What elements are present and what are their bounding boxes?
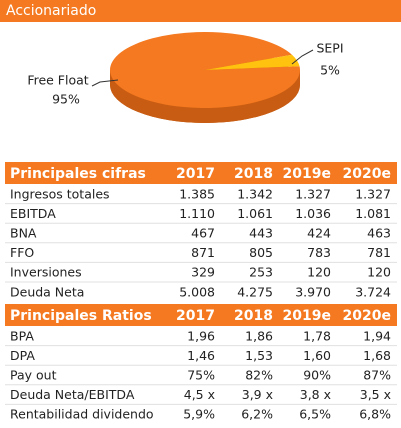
cell: 6,2%: [241, 407, 273, 422]
cell: 783: [307, 245, 331, 260]
cell: 4,5 x: [184, 387, 215, 402]
cell: 1.327: [295, 186, 331, 201]
cell: 1,68: [363, 348, 391, 363]
cell: 120: [367, 265, 391, 280]
row-label: Pay out: [10, 368, 57, 383]
cell: 1.036: [295, 206, 331, 221]
cell: 5,9%: [183, 407, 215, 422]
cell: 253: [249, 265, 273, 280]
cell: 4.275: [237, 284, 273, 299]
header-title: Accionariado: [6, 3, 96, 19]
cell: 1,46: [187, 348, 215, 363]
cell: 1,53: [245, 348, 273, 363]
column-header: Principales Ratios: [10, 308, 152, 324]
table-header-bar: [5, 162, 397, 184]
column-header: 2017: [176, 308, 215, 324]
table-header-bar: [5, 304, 397, 326]
row-label: EBITDA: [10, 206, 56, 221]
row-label: BNA: [10, 226, 37, 241]
column-header: 2020e: [343, 166, 391, 182]
leader-line: [91, 79, 119, 87]
cell: 1.061: [237, 206, 273, 221]
row-label: FFO: [10, 245, 34, 260]
cell: 1,94: [363, 328, 391, 343]
cell: 467: [191, 226, 215, 241]
pie-slice: [109, 31, 300, 108]
slice-value-label: 5%: [320, 63, 340, 78]
cell: 1.385: [179, 186, 215, 201]
cell: 1.081: [355, 206, 391, 221]
cell: 871: [191, 245, 215, 260]
cell: 6,8%: [359, 407, 391, 422]
column-header: 2019e: [283, 308, 331, 324]
row-label: BPA: [10, 328, 34, 343]
cell: 6,5%: [299, 407, 331, 422]
cell: 1.110: [179, 206, 215, 221]
leader-line: [291, 49, 314, 65]
cell: 3.724: [355, 284, 391, 299]
pie-slice: [205, 54, 300, 70]
slice-label: SEPI: [316, 41, 343, 56]
cell: 1,60: [303, 348, 331, 363]
row-label: Deuda Neta: [10, 284, 84, 299]
cell: 120: [307, 265, 331, 280]
row-label: Ingresos totales: [10, 186, 110, 201]
column-header: 2017: [176, 166, 215, 182]
cell: 781: [367, 245, 391, 260]
column-header: Principales cifras: [10, 166, 146, 182]
cell: 1.327: [355, 186, 391, 201]
row-label: Deuda Neta/EBITDA: [10, 387, 135, 402]
cell: 87%: [363, 368, 391, 383]
column-header: 2018: [234, 166, 273, 182]
column-header: 2020e: [343, 308, 391, 324]
cell: 1.342: [237, 186, 273, 201]
cell: 3.970: [295, 284, 331, 299]
cell: 5.008: [179, 284, 215, 299]
cell: 805: [249, 245, 273, 260]
cell: 1,96: [187, 328, 215, 343]
column-header: 2019e: [283, 166, 331, 182]
row-label: Inversiones: [10, 265, 82, 280]
cell: 424: [307, 226, 331, 241]
tables: Principales cifras 2017 2018 2019e 2020e Ingr…: [5, 162, 397, 422]
cell: 443: [249, 226, 273, 241]
cell: 1,86: [245, 328, 273, 343]
column-header: 2018: [234, 308, 273, 324]
cell: 1,78: [303, 328, 331, 343]
cell: 463: [367, 226, 391, 241]
row-label: Rentabilidad dividendo: [10, 407, 154, 422]
cell: 82%: [245, 368, 273, 383]
cell: 329: [191, 265, 215, 280]
row-label: DPA: [10, 348, 35, 363]
cell: 3,8 x: [300, 387, 331, 402]
cell: 90%: [303, 368, 331, 383]
pie-chart: [109, 31, 300, 123]
cell: 3,5 x: [360, 387, 391, 402]
cell: 3,9 x: [242, 387, 273, 402]
slice-value-label: 95%: [52, 92, 80, 107]
header-bar: [0, 0, 401, 22]
cell: 75%: [187, 368, 215, 383]
slice-label: Free Float: [27, 73, 88, 88]
